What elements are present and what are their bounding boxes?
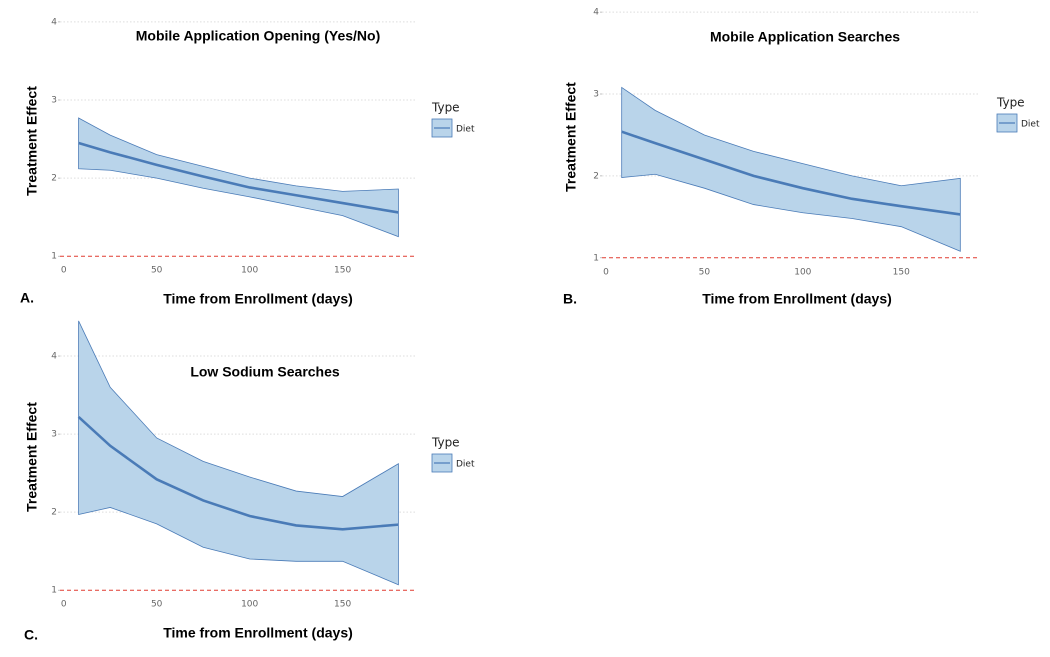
legend-label: Diet	[1021, 120, 1040, 130]
x-tick-label: 100	[241, 266, 258, 276]
y-tick-label: 1	[593, 253, 599, 263]
confidence-band	[621, 86, 961, 252]
y-tick-label: 3	[593, 90, 599, 100]
x-tick-label: 50	[151, 266, 163, 276]
chart-title: Mobile Application Searches	[710, 29, 900, 45]
y-axis-label: Treatment Effect	[24, 86, 40, 196]
x-tick-label: 50	[151, 600, 163, 610]
x-tick-label: 100	[241, 600, 258, 610]
y-axis-label: Treatment Effect	[24, 402, 40, 512]
legend-label: Diet	[456, 460, 475, 470]
y-tick-label: 3	[51, 430, 57, 440]
x-tick-label: 50	[699, 268, 711, 278]
legend-label: Diet	[456, 125, 475, 135]
mean-line	[621, 130, 961, 216]
y-tick-label: 4	[593, 8, 599, 18]
y-tick-label: 1	[51, 586, 57, 596]
y-axis-label: Treatment Effect	[563, 82, 579, 192]
x-axis-label: Time from Enrollment (days)	[702, 291, 892, 307]
confidence-band	[78, 320, 399, 586]
x-tick-label: 150	[893, 268, 910, 278]
y-tick-label: 1	[51, 252, 57, 262]
x-axis-label: Time from Enrollment (days)	[163, 625, 353, 641]
x-tick-label: 100	[794, 268, 811, 278]
x-tick-label: 150	[334, 600, 351, 610]
legend-title: Type	[431, 101, 460, 115]
mean-line	[78, 141, 399, 214]
chart-title: Low Sodium Searches	[190, 364, 340, 380]
y-tick-label: 2	[51, 174, 57, 184]
panel-label: B.	[563, 291, 577, 307]
legend-title: Type	[996, 96, 1025, 110]
x-tick-label: 0	[61, 600, 67, 610]
chart-title: Mobile Application Opening (Yes/No)	[136, 28, 381, 44]
legend-title: Type	[431, 436, 460, 450]
panel-label: C.	[24, 627, 38, 643]
confidence-band	[78, 117, 399, 238]
panel-label: A.	[20, 290, 34, 306]
x-axis-label: Time from Enrollment (days)	[163, 291, 353, 307]
y-tick-label: 4	[51, 352, 57, 362]
x-tick-label: 150	[334, 266, 351, 276]
y-tick-label: 2	[593, 171, 599, 181]
mean-line	[77, 415, 399, 531]
y-tick-label: 3	[51, 96, 57, 106]
y-tick-label: 2	[51, 508, 57, 518]
y-tick-label: 4	[51, 17, 57, 27]
x-tick-label: 0	[61, 266, 67, 276]
x-tick-label: 0	[603, 268, 609, 278]
